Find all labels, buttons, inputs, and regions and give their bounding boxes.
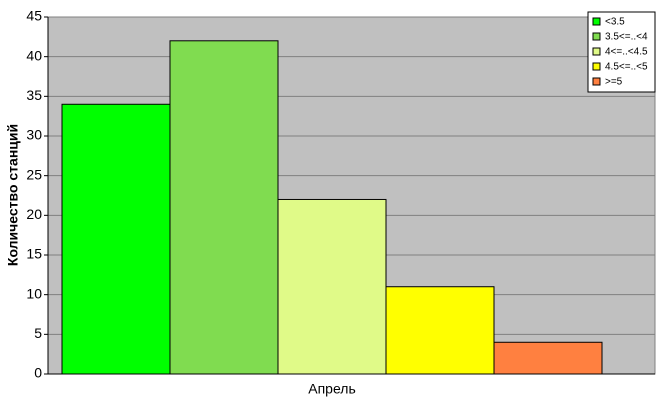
- y-tick-label: 45: [26, 8, 42, 24]
- bar: [277, 198, 387, 375]
- legend-swatch: [592, 32, 601, 41]
- y-tick-label: 10: [26, 285, 42, 301]
- y-tick-label: 15: [26, 246, 42, 262]
- legend-label: >=5: [605, 77, 623, 88]
- legend-swatch: [592, 47, 601, 56]
- bar: [385, 286, 495, 375]
- legend-label: 3.5<=..<4: [605, 32, 648, 43]
- legend-swatch: [592, 77, 601, 86]
- y-tick-label: 40: [26, 47, 42, 63]
- bar: [61, 103, 171, 375]
- bar: [493, 341, 603, 375]
- legend-swatch: [592, 62, 601, 71]
- y-tick-label: 0: [34, 365, 42, 381]
- y-tick-label: 30: [26, 127, 42, 143]
- x-tick-label: Апрель: [308, 381, 356, 397]
- bar: [169, 40, 279, 375]
- y-tick-label: 25: [26, 166, 42, 182]
- legend-label: <3.5: [605, 17, 625, 28]
- y-tick-label: 20: [26, 206, 42, 222]
- legend-label: 4<=..<4.5: [605, 47, 648, 58]
- legend-label: 4.5<=..<5: [605, 62, 648, 73]
- y-tick-label: 35: [26, 87, 42, 103]
- y-axis-label: Количество станций: [5, 124, 21, 266]
- legend-swatch: [592, 17, 601, 26]
- y-tick-label: 5: [34, 325, 42, 341]
